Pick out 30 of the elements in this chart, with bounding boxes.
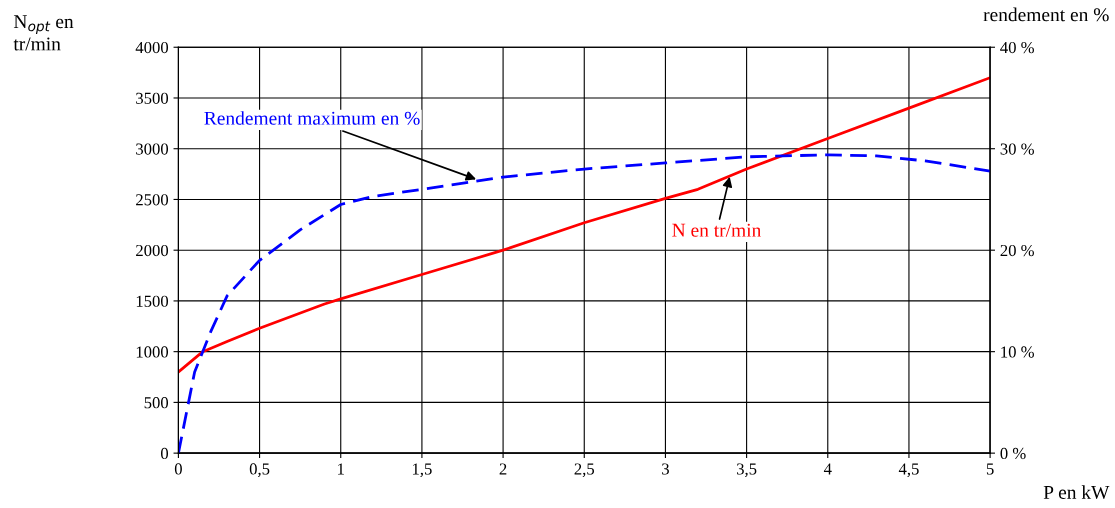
annotation: Rendement maximum en %	[204, 111, 420, 125]
y-tick-label: 1500	[136, 295, 169, 307]
x-tick-label: 1,5	[412, 463, 432, 477]
y2-tick-label: 0 %	[1000, 447, 1026, 460]
x-tick-label: 1	[338, 463, 344, 475]
x-tick-label: 3,5	[736, 463, 757, 477]
y-tick-label: 2000	[136, 244, 169, 257]
y-tick-label: 3000	[136, 143, 169, 155]
x-tick-label: 0,5	[249, 463, 270, 477]
y-tick-label: 2500	[136, 194, 169, 206]
y-tick-label: 0	[160, 447, 169, 460]
y-tick-label: 500	[144, 397, 169, 409]
x-tick-label: 0	[174, 463, 182, 475]
y2-tick-label: 20 %	[1000, 244, 1034, 257]
x-tick-label: 4,5	[898, 463, 919, 477]
y2-tick-label: 30 %	[1000, 143, 1034, 155]
y-tick-label: 1000	[136, 346, 169, 358]
y-tick-label: 3500	[136, 92, 169, 104]
x-tick-label: 3	[662, 463, 669, 475]
x-tick-label: 2	[499, 463, 507, 475]
x-axis-title: P en kW	[1043, 485, 1110, 500]
x-tick-label: 2,5	[574, 463, 595, 477]
y2-axis-title: rendement en %	[983, 7, 1109, 22]
x-tick-label: 4	[823, 463, 832, 475]
y2-tick-label: 40 %	[1000, 41, 1034, 54]
annotation: N en tr/min	[672, 223, 762, 237]
x-tick-label: 5	[986, 463, 994, 475]
y-axis-title: N$_{opt}$ en tr/min	[13, 15, 74, 51]
y2-tick-label: 10 %	[1001, 346, 1034, 358]
y-tick-label: 4000	[135, 41, 169, 54]
